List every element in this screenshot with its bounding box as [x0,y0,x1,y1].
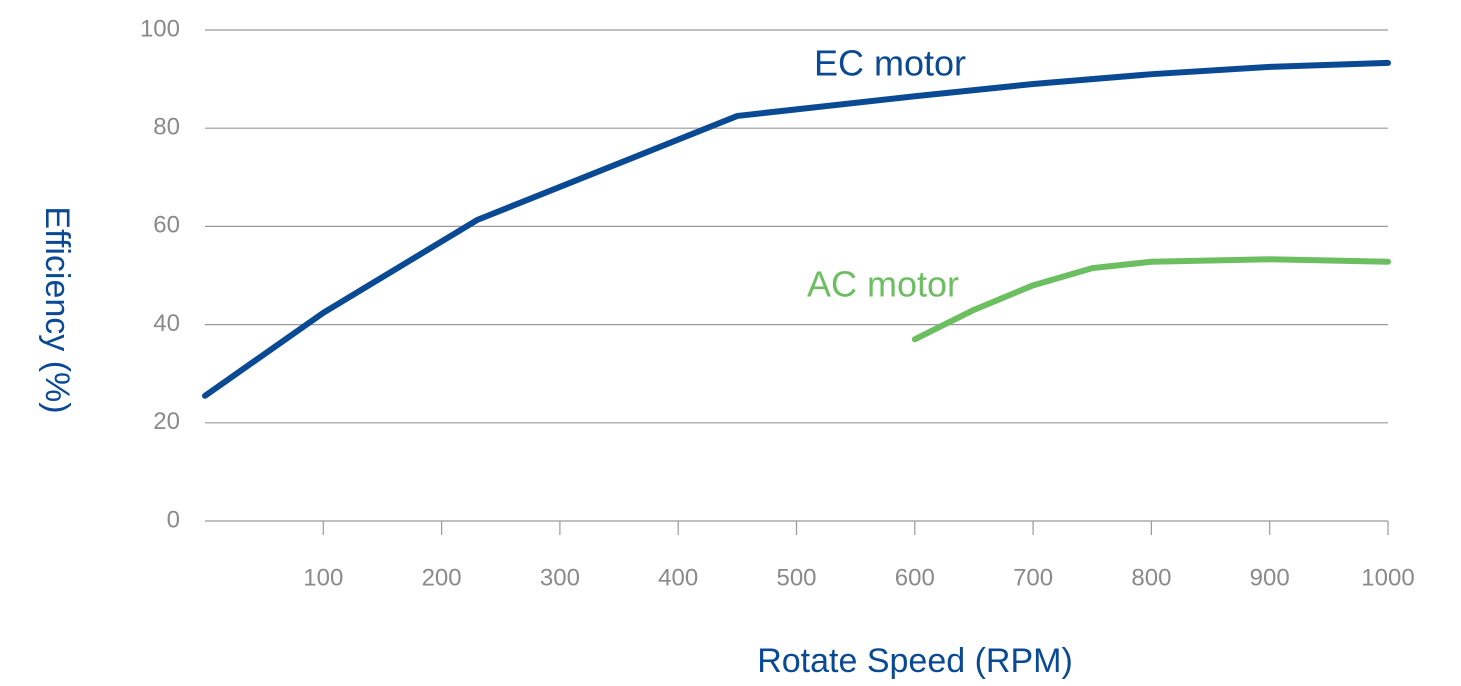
x-tick-label: 500 [776,564,816,591]
x-tick-label: 1000 [1361,564,1414,591]
y-tick-label: 60 [153,212,180,239]
y-tick-label: 100 [140,15,180,42]
x-tick-label: 800 [1131,564,1171,591]
series-line [202,59,1391,399]
x-tick-label: 300 [540,564,580,591]
x-tick-label: 200 [422,564,462,591]
x-tick-label: 900 [1250,564,1290,591]
series-line [911,256,1391,343]
y-axis-label: Efficiency (%) [38,206,76,413]
x-tick-label: 600 [895,564,935,591]
x-tick-label: 700 [1013,564,1053,591]
x-tick-label: 100 [303,564,343,591]
x-axis-label: Rotate Speed (RPM) [757,642,1073,680]
y-tick-label: 20 [153,408,180,435]
series-label: EC motor [814,43,966,84]
y-tick-label: 0 [167,506,180,533]
series-label: AC motor [807,264,959,305]
x-tick-label: 400 [658,564,698,591]
y-tick-label: 40 [153,310,180,337]
y-tick-label: 80 [153,114,180,141]
